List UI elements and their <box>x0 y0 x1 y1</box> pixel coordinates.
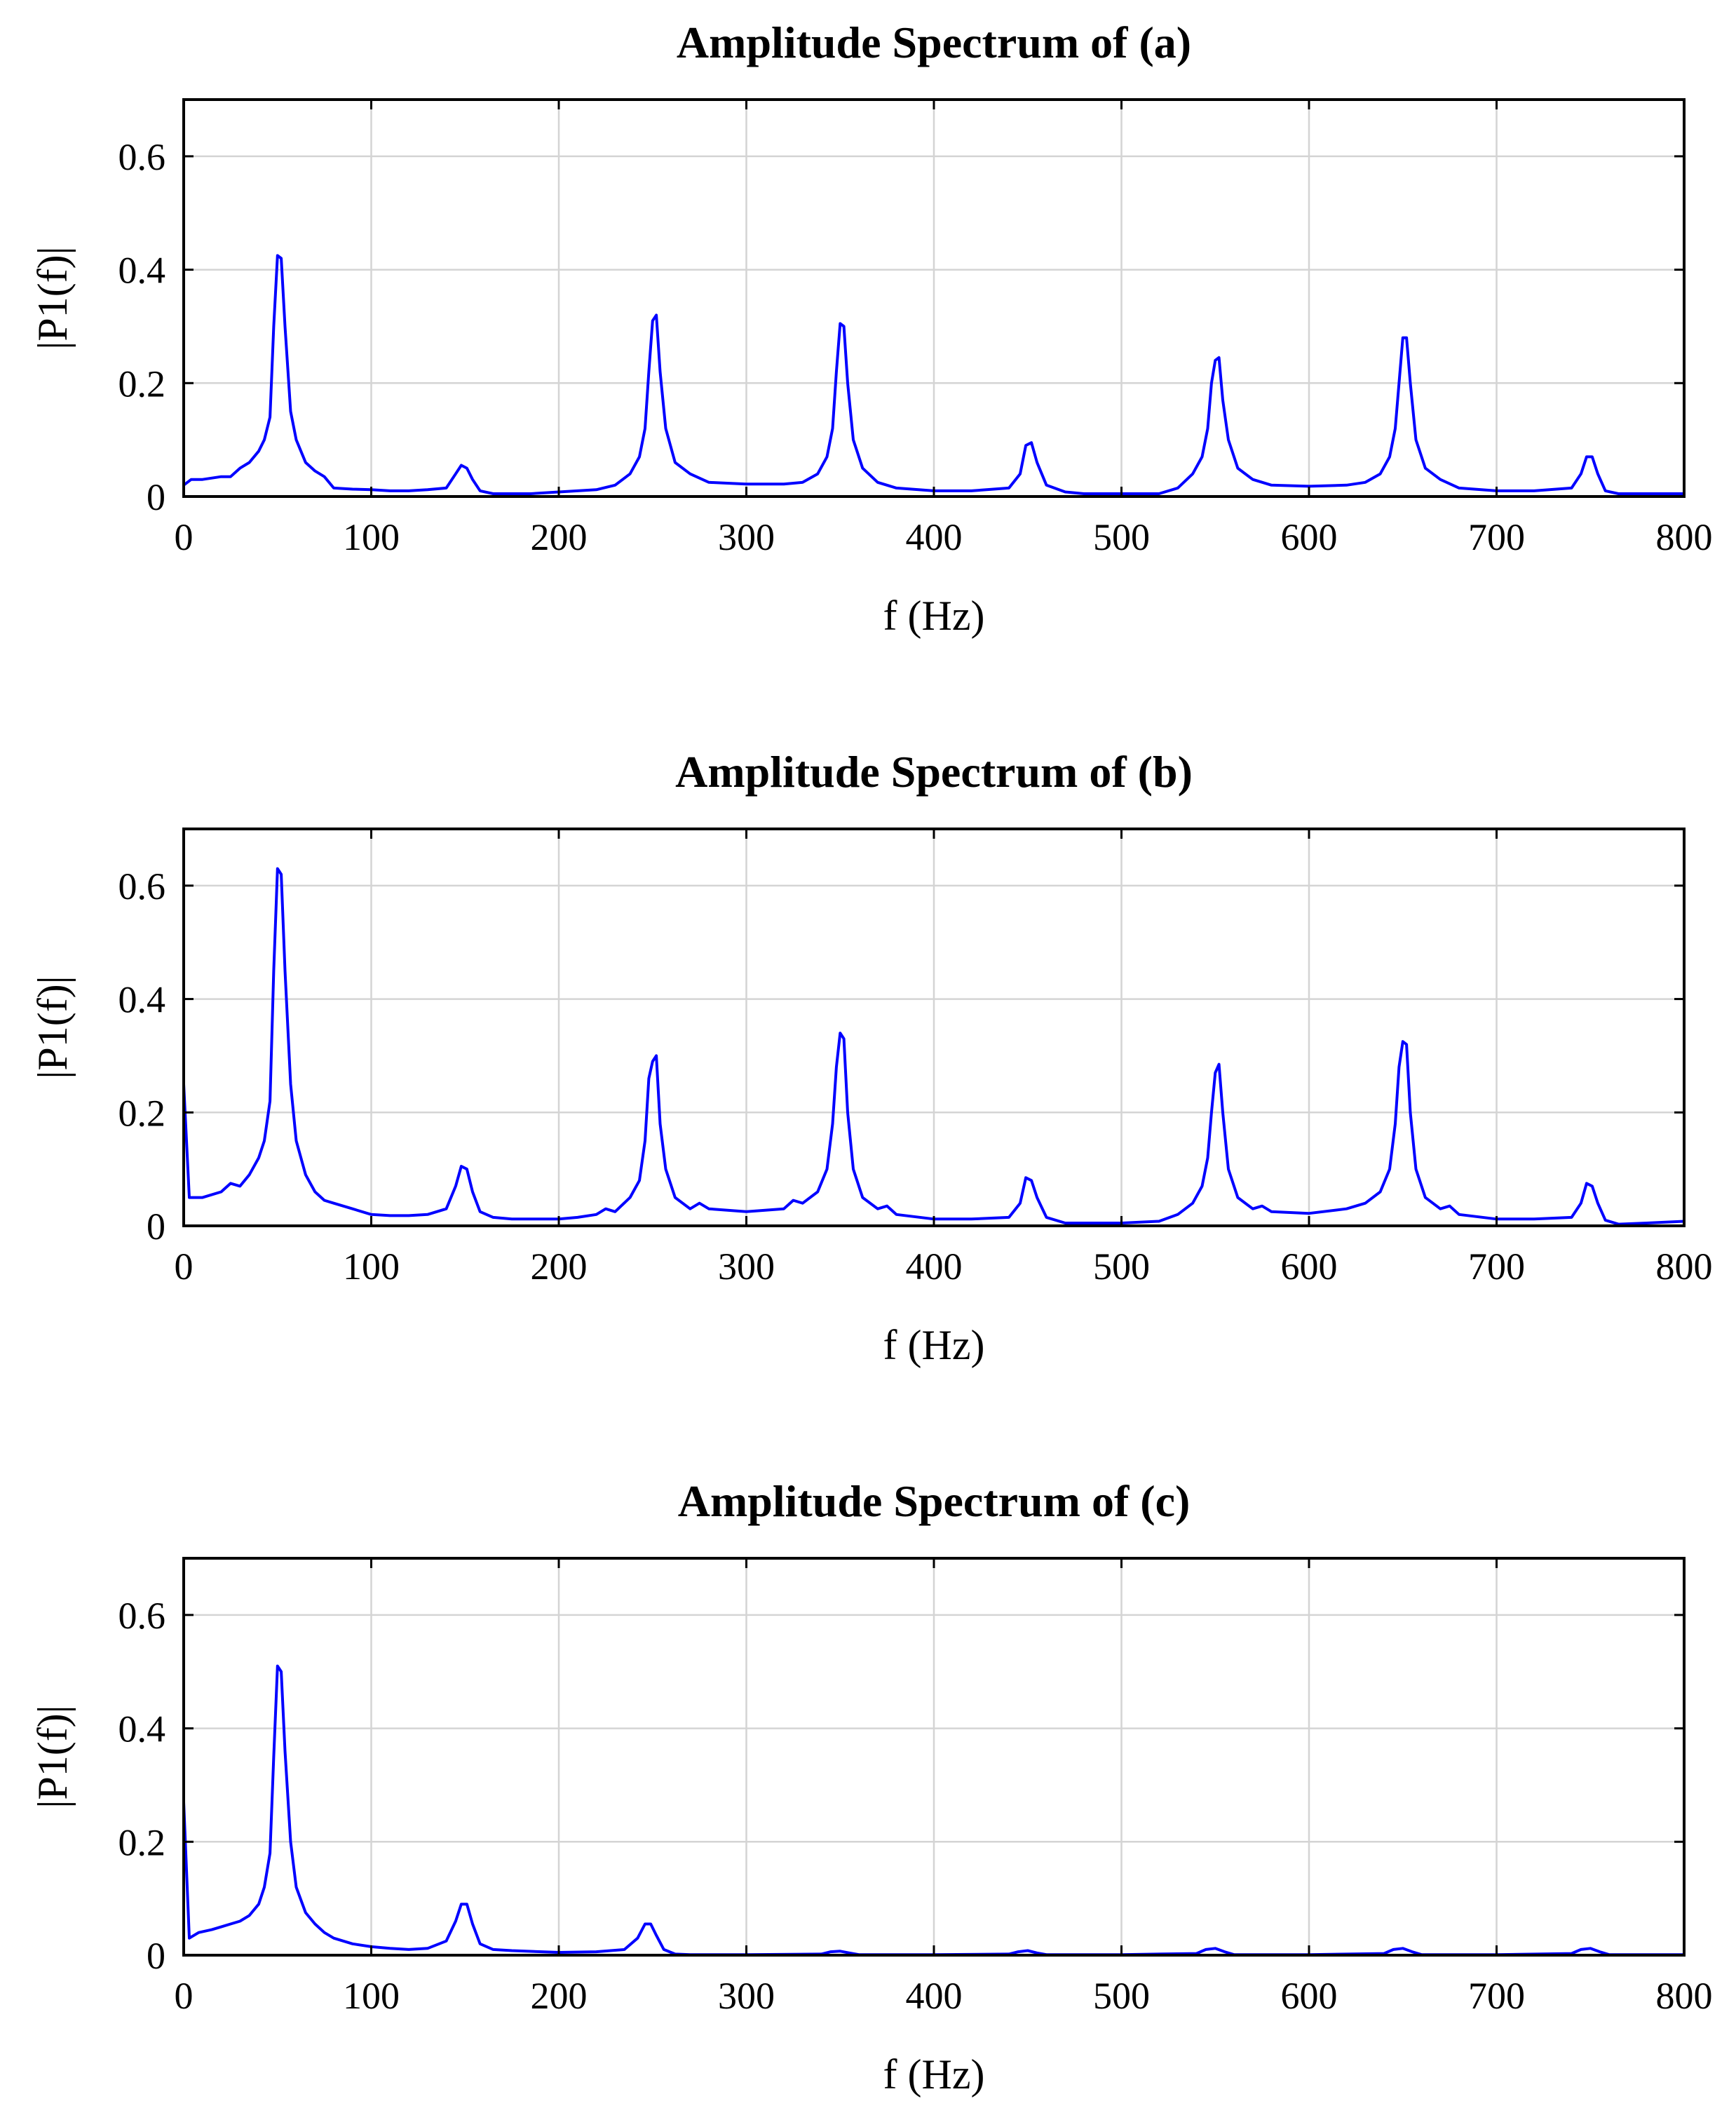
x-axis-label: f (Hz) <box>883 593 985 639</box>
chart-panel-1: 0 100 200 300 400 500 600 700 800 0 0.2 0.4 0.6 Ampli… <box>29 747 1713 1368</box>
x-tick-label: 300 <box>718 516 775 558</box>
x-tick-label: 100 <box>343 1245 400 1288</box>
y-tick-label: 0 <box>147 1206 165 1248</box>
chart-panel-0: 0 100 200 300 400 500 600 700 800 0 0.2 0.4 0.6 Ampli… <box>29 18 1713 639</box>
x-tick-label: 0 <box>175 1245 194 1288</box>
x-axis-label: f (Hz) <box>883 1322 985 1368</box>
chart-title: Amplitude Spectrum of (c) <box>678 1476 1191 1526</box>
x-tick-label: 600 <box>1281 516 1338 558</box>
y-tick-label: 0.4 <box>118 250 166 292</box>
x-tick-label: 800 <box>1656 1975 1713 2017</box>
y-tick-label: 0.2 <box>118 1092 166 1134</box>
x-tick-label: 200 <box>531 1245 588 1288</box>
x-tick-label: 600 <box>1281 1245 1338 1288</box>
x-tick-label: 300 <box>718 1245 775 1288</box>
x-tick-label: 100 <box>343 516 400 558</box>
x-tick-label: 700 <box>1468 1975 1525 2017</box>
x-tick-label: 700 <box>1468 516 1525 558</box>
x-tick-label: 500 <box>1093 1245 1150 1288</box>
x-tick-label: 800 <box>1656 1245 1713 1288</box>
y-tick-label: 0 <box>147 1935 165 1977</box>
y-tick-label: 0.4 <box>118 979 166 1021</box>
y-tick-label: 0.2 <box>118 1821 166 1863</box>
chart-title: Amplitude Spectrum of (a) <box>677 18 1191 67</box>
y-axis-label: |P1(f)| <box>29 1705 76 1808</box>
x-tick-label: 300 <box>718 1975 775 2017</box>
y-tick-label: 0.4 <box>118 1708 166 1750</box>
x-tick-label: 400 <box>906 1975 963 2017</box>
series-line-spectrum-a <box>182 254 1686 495</box>
x-tick-label: 500 <box>1093 516 1150 558</box>
x-axis-label: f (Hz) <box>883 2051 985 2098</box>
y-tick-label: 0.6 <box>118 865 166 907</box>
y-tick-label: 0.2 <box>118 363 166 405</box>
x-tick-label: 400 <box>906 1245 963 1288</box>
y-axis-label: |P1(f)| <box>29 975 76 1079</box>
x-tick-label: 100 <box>343 1975 400 2017</box>
x-tick-label: 0 <box>175 1975 194 2017</box>
x-tick-label: 800 <box>1656 516 1713 558</box>
chart-title: Amplitude Spectrum of (b) <box>675 747 1193 797</box>
series-line-spectrum-b <box>182 867 1686 1226</box>
x-tick-label: 400 <box>906 516 963 558</box>
x-tick-label: 700 <box>1468 1245 1525 1288</box>
x-tick-label: 200 <box>531 516 588 558</box>
y-tick-label: 0.6 <box>118 136 166 178</box>
x-tick-label: 0 <box>175 516 194 558</box>
y-tick-label: 0 <box>147 476 165 518</box>
y-tick-label: 0.6 <box>118 1595 166 1637</box>
chart-panel-2: 0 100 200 300 400 500 600 700 800 0 0.2 0.4 0.6 Ampli… <box>29 1476 1713 2098</box>
x-tick-label: 600 <box>1281 1975 1338 2017</box>
x-tick-label: 500 <box>1093 1975 1150 2017</box>
y-axis-label: |P1(f)| <box>29 246 76 349</box>
x-tick-label: 200 <box>531 1975 588 2017</box>
